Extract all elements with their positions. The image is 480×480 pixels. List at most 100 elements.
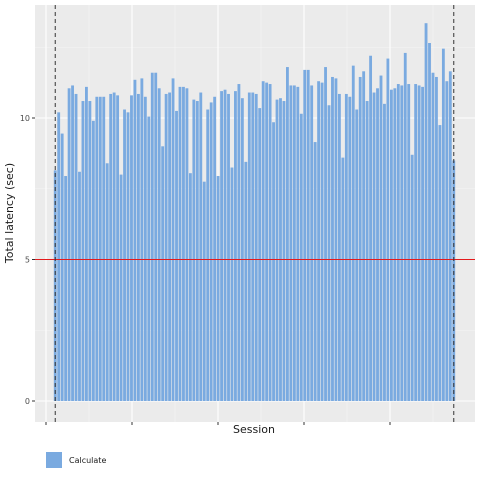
bar <box>365 101 369 402</box>
bar <box>261 81 265 402</box>
bar <box>258 108 262 401</box>
bar <box>417 85 421 401</box>
bar <box>116 95 120 402</box>
bar <box>192 99 196 401</box>
bar <box>213 96 217 402</box>
bar <box>150 72 154 401</box>
bar <box>164 93 168 401</box>
bar <box>414 84 418 401</box>
bar <box>369 55 373 402</box>
bar <box>275 99 279 401</box>
bar <box>282 101 286 402</box>
bar <box>327 105 331 401</box>
bar-series-calculate <box>53 23 456 402</box>
bar <box>324 67 327 401</box>
bar <box>407 84 411 401</box>
bar <box>320 82 324 401</box>
bar <box>445 81 449 402</box>
bar <box>247 92 251 401</box>
y-tick-label: 10 <box>20 114 30 123</box>
bar <box>376 88 379 401</box>
bar <box>81 101 85 402</box>
bar <box>154 72 158 401</box>
bar <box>175 110 178 402</box>
bar <box>306 69 310 401</box>
bar <box>296 86 300 402</box>
bar <box>133 79 137 402</box>
bar <box>372 92 376 401</box>
bar <box>74 93 78 401</box>
bar <box>85 86 88 402</box>
bar <box>393 88 397 401</box>
bar <box>383 103 386 401</box>
bar <box>109 93 113 401</box>
bar <box>331 76 334 401</box>
bar <box>410 154 414 401</box>
bar <box>396 84 400 401</box>
bar <box>272 122 275 402</box>
bar <box>435 76 438 401</box>
bar <box>310 85 314 401</box>
bar <box>386 58 390 401</box>
bar <box>147 116 151 402</box>
bar <box>199 92 203 401</box>
bar <box>91 120 95 401</box>
bar <box>171 78 175 401</box>
bar <box>341 157 345 401</box>
bar <box>227 93 230 401</box>
bar <box>279 98 282 401</box>
bar <box>105 163 109 401</box>
bar <box>57 112 61 401</box>
bar <box>220 91 223 402</box>
y-tick-label: 0 <box>25 397 30 406</box>
bar <box>71 85 74 401</box>
bar <box>348 96 352 402</box>
bar <box>119 174 123 401</box>
bar <box>428 43 431 401</box>
bar <box>289 85 293 401</box>
bar <box>223 89 227 401</box>
legend-swatch-calculate <box>46 452 62 468</box>
bar <box>313 142 317 401</box>
bar <box>358 76 362 401</box>
bar <box>337 93 341 401</box>
bar <box>317 81 321 402</box>
y-axis-title: Total latency (sec) <box>3 163 16 264</box>
bar <box>130 95 133 402</box>
bar <box>240 98 244 401</box>
bar <box>265 82 269 401</box>
bar <box>299 113 303 401</box>
bar <box>251 92 255 401</box>
bar <box>161 146 165 401</box>
bar <box>60 133 64 401</box>
bar <box>424 23 428 401</box>
bar <box>389 89 393 401</box>
y-axis: 0 5 10 <box>20 114 35 406</box>
bar <box>441 48 445 401</box>
bar <box>355 109 359 401</box>
bar <box>182 86 185 402</box>
bar <box>136 93 140 401</box>
bar <box>244 161 248 401</box>
legend-label-calculate: Calculate <box>69 455 107 465</box>
bar <box>112 92 116 401</box>
bar <box>438 125 442 401</box>
bar <box>431 72 435 401</box>
bar <box>254 93 258 401</box>
bar <box>292 85 296 401</box>
bar <box>157 88 161 401</box>
bar <box>206 109 210 401</box>
bar <box>88 101 92 402</box>
bar <box>95 96 99 402</box>
bar <box>102 96 106 402</box>
bar <box>303 69 307 401</box>
bar <box>140 78 144 401</box>
bar <box>78 171 81 401</box>
x-axis-title: Session <box>233 423 275 436</box>
legend: Calculate <box>46 452 106 468</box>
bar <box>448 71 452 402</box>
bar <box>403 52 407 401</box>
x-axis <box>45 422 391 425</box>
bar <box>98 96 102 402</box>
bar <box>230 167 234 401</box>
